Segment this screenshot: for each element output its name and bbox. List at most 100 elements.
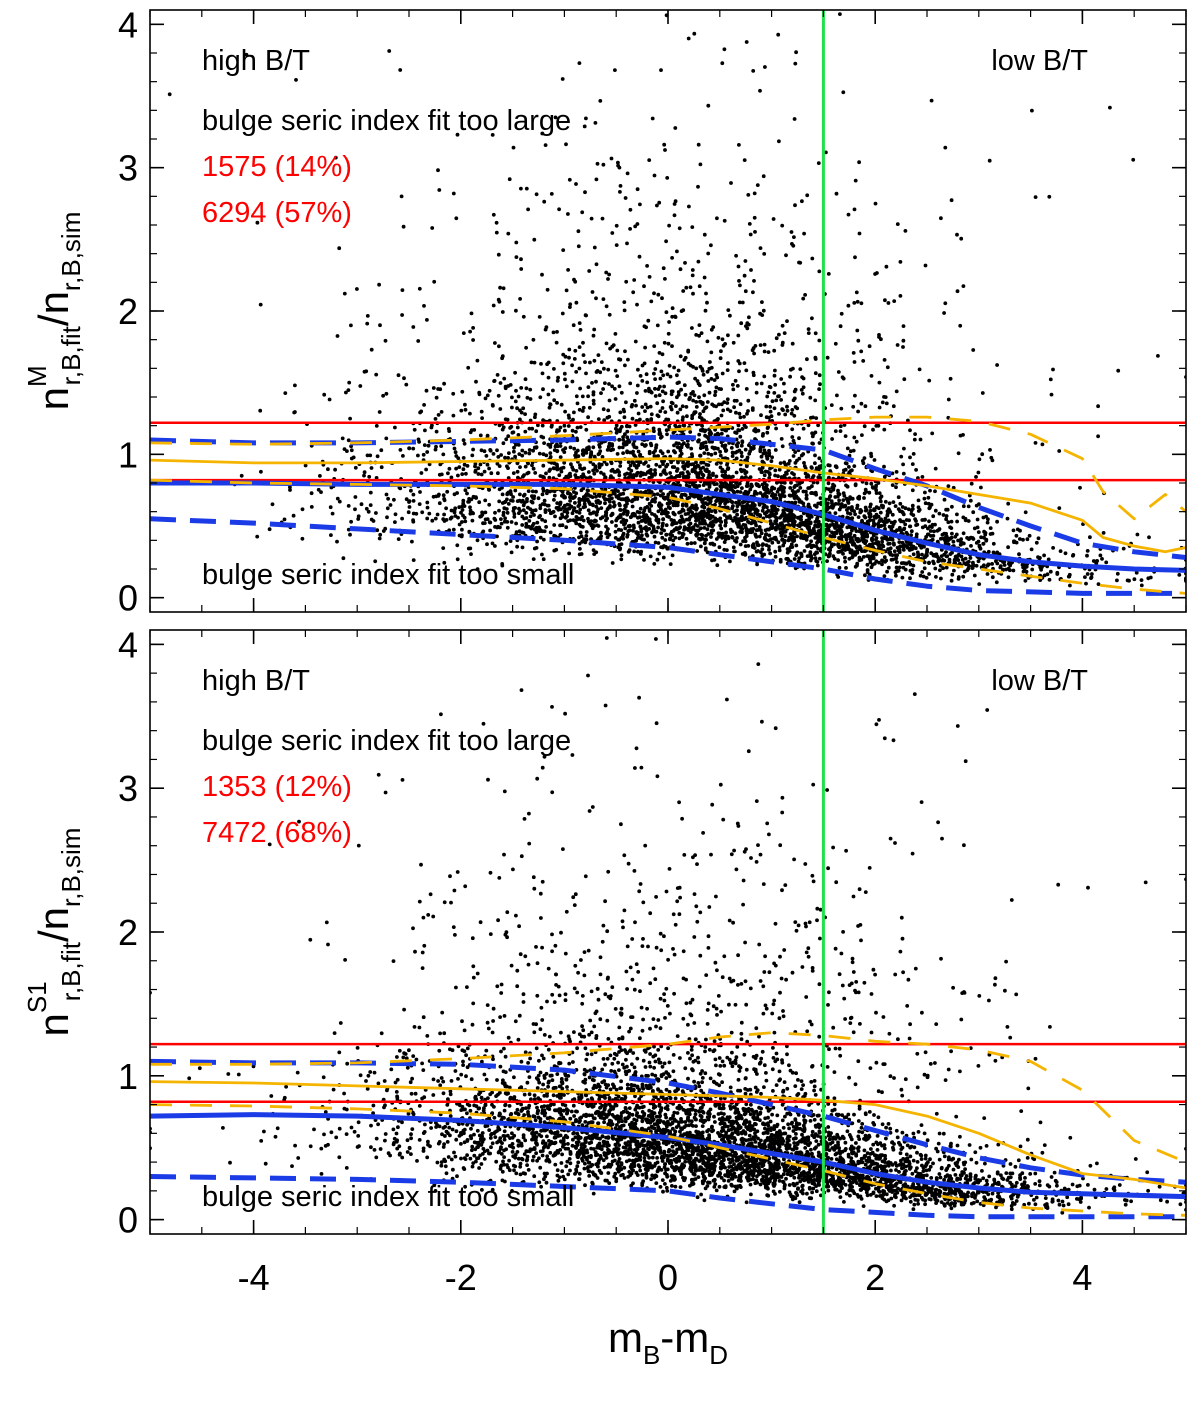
scatter-point bbox=[718, 484, 723, 488]
scatter-point bbox=[759, 413, 763, 418]
scatter-point bbox=[713, 427, 717, 432]
scatter-point bbox=[610, 520, 614, 524]
scatter-point bbox=[542, 199, 547, 204]
scatter-point bbox=[723, 443, 728, 448]
scatter-point bbox=[555, 462, 559, 467]
scatter-point bbox=[751, 446, 756, 450]
scatter-point bbox=[816, 501, 821, 506]
scatter-point bbox=[535, 539, 539, 544]
scatter-point bbox=[886, 301, 891, 305]
scatter-point bbox=[327, 397, 332, 402]
scatter-point bbox=[664, 532, 669, 537]
scatter-point bbox=[784, 471, 789, 475]
scatter-point bbox=[652, 534, 657, 539]
scatter-point bbox=[824, 150, 828, 155]
scatter-point bbox=[832, 532, 836, 537]
scatter-point bbox=[892, 299, 897, 303]
scatter-point bbox=[706, 251, 711, 256]
scatter-point bbox=[577, 500, 582, 504]
scatter-point bbox=[738, 402, 743, 407]
scatter-point bbox=[375, 528, 380, 533]
scatter-point bbox=[511, 145, 516, 150]
scatter-point bbox=[722, 218, 727, 223]
scatter-point bbox=[790, 435, 795, 439]
scatter-point bbox=[1067, 574, 1072, 579]
scatter-point bbox=[344, 390, 348, 395]
scatter-point bbox=[752, 279, 756, 283]
scatter-point bbox=[411, 519, 416, 524]
scatter-point bbox=[793, 61, 798, 66]
scatter-point bbox=[920, 552, 924, 557]
scatter-point bbox=[782, 460, 787, 465]
scatter-point bbox=[883, 559, 887, 564]
scatter-point bbox=[630, 451, 635, 455]
scatter-point bbox=[759, 381, 764, 386]
scatter-point bbox=[691, 462, 695, 467]
scatter-point bbox=[562, 509, 567, 514]
scatter-point bbox=[755, 482, 760, 487]
scatter-point bbox=[759, 531, 764, 536]
scatter-point bbox=[686, 36, 691, 41]
scatter-point bbox=[922, 496, 927, 501]
scatter-point bbox=[726, 333, 730, 338]
scatter-point bbox=[383, 338, 388, 343]
scatter-point bbox=[801, 385, 806, 390]
scatter-point bbox=[740, 486, 744, 490]
scatter-point bbox=[622, 415, 627, 420]
scatter-point bbox=[644, 443, 648, 447]
scatter-point bbox=[442, 381, 446, 386]
scatter-point bbox=[447, 466, 452, 471]
scatter-point bbox=[735, 536, 739, 540]
scatter-point bbox=[322, 392, 327, 397]
scatter-point bbox=[632, 398, 637, 403]
scatter-point bbox=[258, 408, 263, 413]
scatter-point bbox=[369, 466, 374, 470]
scatter-point bbox=[638, 524, 643, 529]
scatter-point bbox=[942, 532, 946, 536]
scatter-point bbox=[441, 546, 446, 550]
scatter-point bbox=[625, 512, 629, 517]
scatter-point bbox=[445, 489, 450, 494]
scatter-point bbox=[885, 365, 890, 370]
scatter-point bbox=[541, 452, 546, 457]
scatter-point bbox=[400, 516, 404, 521]
scatter-point bbox=[451, 391, 456, 396]
scatter-point bbox=[326, 467, 330, 472]
scatter-point bbox=[650, 499, 654, 504]
scatter-point bbox=[705, 369, 710, 374]
scatter-point bbox=[513, 488, 518, 493]
scatter-point bbox=[617, 357, 621, 362]
scatter-point bbox=[340, 436, 345, 441]
scatter-point bbox=[817, 556, 822, 561]
scatter-point bbox=[689, 446, 694, 451]
scatter-point bbox=[653, 386, 657, 391]
scatter-point bbox=[590, 290, 595, 294]
scatter-point bbox=[834, 464, 838, 469]
scatter-point bbox=[433, 516, 438, 521]
scatter-point bbox=[457, 505, 462, 510]
scatter-point bbox=[468, 546, 473, 551]
scatter-point bbox=[668, 471, 672, 475]
scatter-point bbox=[513, 370, 517, 375]
scatter-point bbox=[616, 163, 620, 168]
scatter-point bbox=[856, 515, 861, 519]
scatter-point bbox=[690, 416, 694, 421]
scatter-point bbox=[640, 405, 645, 409]
scatter-point bbox=[469, 552, 473, 556]
scatter-point bbox=[879, 524, 883, 528]
scatter-point bbox=[916, 498, 921, 503]
scatter-point bbox=[638, 506, 643, 511]
scatter-point bbox=[468, 411, 472, 416]
scatter-point bbox=[732, 398, 737, 403]
scatter-point bbox=[500, 310, 505, 314]
scatter-point bbox=[570, 428, 575, 433]
scatter-point bbox=[854, 537, 859, 542]
scatter-point bbox=[570, 379, 575, 384]
scatter-point bbox=[564, 384, 569, 389]
scatter-point bbox=[591, 510, 596, 515]
scatter-point bbox=[720, 469, 725, 474]
scatter-point bbox=[746, 193, 751, 197]
scatter-point bbox=[678, 525, 682, 529]
scatter-point bbox=[476, 472, 481, 476]
scatter-point bbox=[345, 449, 349, 453]
